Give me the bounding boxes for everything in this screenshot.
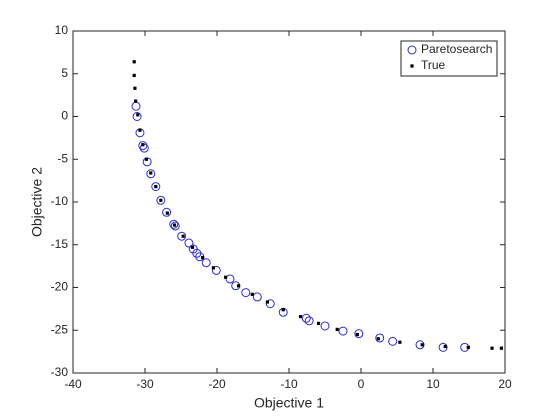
point xyxy=(190,245,195,249)
x-tick-label: 0 xyxy=(358,377,365,391)
point xyxy=(144,157,149,161)
point xyxy=(237,284,241,288)
point xyxy=(443,344,447,349)
point xyxy=(304,316,314,326)
point xyxy=(132,60,136,64)
legend-marker xyxy=(407,45,417,55)
point xyxy=(466,345,470,349)
point xyxy=(141,143,145,147)
point xyxy=(136,113,140,117)
y-tick-label: -30 xyxy=(51,365,69,379)
point xyxy=(138,141,148,151)
point xyxy=(224,275,228,279)
point xyxy=(169,219,179,229)
point xyxy=(211,265,221,275)
y-tick-label: 5 xyxy=(61,66,68,80)
point xyxy=(162,207,172,217)
point xyxy=(376,337,380,341)
plot-area xyxy=(73,31,505,373)
point xyxy=(335,327,339,331)
point xyxy=(438,342,448,352)
point xyxy=(165,211,169,215)
legend-label: True xyxy=(421,58,446,72)
point xyxy=(265,300,269,304)
point xyxy=(320,321,330,331)
point xyxy=(201,258,211,268)
x-tick-label: -30 xyxy=(136,377,154,391)
point xyxy=(490,346,494,350)
y-tick-label: -20 xyxy=(51,280,69,294)
point xyxy=(420,343,424,347)
legend-label: Paretosearch xyxy=(421,42,492,56)
point xyxy=(250,292,254,296)
x-tick-label: -20 xyxy=(208,377,226,391)
point xyxy=(415,340,425,350)
point xyxy=(301,313,311,323)
point xyxy=(146,169,156,179)
point xyxy=(355,332,359,337)
legend-marker xyxy=(410,64,414,68)
y-tick-label: -5 xyxy=(57,151,68,165)
y-axis-label: Objective 2 xyxy=(29,167,45,237)
point xyxy=(154,185,158,189)
point xyxy=(281,308,285,312)
point xyxy=(265,299,275,309)
point xyxy=(338,326,348,336)
point xyxy=(151,182,161,192)
point xyxy=(375,333,385,343)
point xyxy=(149,171,153,175)
x-tick-label: 20 xyxy=(498,377,512,391)
point xyxy=(184,238,194,248)
point xyxy=(181,234,185,238)
point xyxy=(398,340,402,344)
x-tick-label: -10 xyxy=(280,377,298,391)
point xyxy=(170,221,180,231)
point xyxy=(132,73,136,78)
point xyxy=(138,128,142,132)
point xyxy=(177,231,187,241)
point xyxy=(316,321,321,326)
axes-box xyxy=(72,30,506,374)
point xyxy=(388,336,398,346)
y-tick-label: -10 xyxy=(51,194,69,208)
point xyxy=(159,198,163,202)
x-tick-label: 10 xyxy=(426,377,440,391)
y-tick-label: 0 xyxy=(61,109,68,123)
point xyxy=(201,255,205,260)
point xyxy=(354,329,364,339)
point xyxy=(172,223,177,227)
point xyxy=(241,288,251,298)
point xyxy=(132,112,142,121)
x-axis-label: Objective 1 xyxy=(254,395,324,411)
point xyxy=(225,274,235,284)
point xyxy=(134,99,138,103)
x-tick-label: -40 xyxy=(64,377,82,391)
y-tick-label: -25 xyxy=(51,322,69,336)
point xyxy=(298,314,303,319)
point xyxy=(211,266,215,270)
point xyxy=(156,195,166,205)
y-tick-label: -15 xyxy=(51,237,69,251)
y-tick-label: 10 xyxy=(55,23,69,37)
point xyxy=(499,346,503,350)
point xyxy=(252,292,262,302)
point xyxy=(133,86,137,90)
legend-box xyxy=(400,40,498,77)
